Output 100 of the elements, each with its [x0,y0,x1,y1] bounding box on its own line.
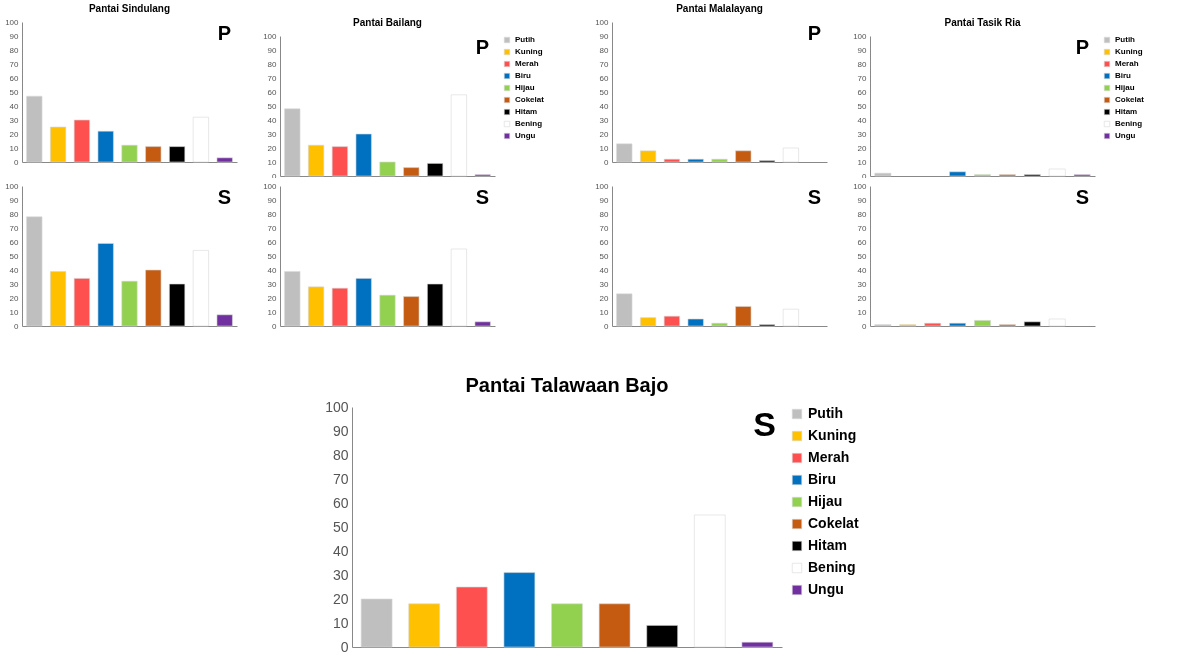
y-tick-label: 0 [272,321,278,331]
legend-label: Ungu [1115,131,1136,140]
y-tick-label: 20 [599,129,610,139]
legend-label: Hijau [1115,83,1135,92]
y-tick-label: 30 [9,279,20,289]
annotation: S [753,405,776,443]
y-tick-label: 40 [599,101,610,111]
legend-label: Bening [1115,119,1143,128]
y-tick-label: 10 [599,143,610,153]
legend-label: Bening [808,559,856,575]
y-tick-label: 40 [332,542,349,559]
bar [308,144,325,177]
y-tick-label: 10 [599,307,610,317]
y-tick-label: 70 [599,59,610,69]
y-tick-label: 100 [853,31,868,41]
annotation: P [807,22,821,44]
legend-label: Ungu [808,581,844,597]
bar [646,625,678,648]
legend-label: Merah [515,59,539,68]
bar [331,146,348,177]
y-tick-label: 0 [14,157,20,167]
y-tick-label: 0 [862,321,868,331]
y-tick-label: 20 [857,293,868,303]
y-tick-label: 80 [9,45,20,55]
y-tick-label: 90 [599,31,610,41]
bar [403,296,420,327]
legend-label: Kuning [515,47,543,56]
y-tick-label: 30 [599,115,610,125]
bar [663,158,680,163]
bar [616,293,633,327]
y-tick-label: 40 [599,265,610,275]
y-tick-label: 60 [267,87,278,97]
y-tick-label: 30 [857,279,868,289]
legend-label: Hitam [515,107,538,116]
y-tick-label: 100 [5,181,20,191]
y-tick-label: 0 [14,321,20,331]
bar [474,321,491,327]
y-tick-label: 90 [267,45,278,55]
y-tick-label: 40 [267,265,278,275]
bar [687,318,704,327]
y-tick-label: 10 [332,614,349,631]
bar [121,144,138,163]
y-tick-label: 30 [267,279,278,289]
bar [782,308,799,327]
y-tick-label: 40 [9,265,20,275]
y-tick-label: 0 [340,638,349,655]
bar [598,603,631,648]
legend-label: Hitam [808,537,847,553]
bar [73,119,90,163]
y-tick-label: 80 [267,59,278,69]
legend-label: Hitam [1115,107,1138,116]
y-tick-label: 90 [857,195,868,205]
y-tick-label: 80 [599,45,610,55]
bar [640,317,657,327]
y-tick-label: 100 [595,17,610,27]
y-tick-label: 50 [332,518,349,535]
legend-label: Merah [808,449,850,465]
bar [360,598,393,648]
bar [169,146,186,163]
legend-label: Putih [1115,35,1136,44]
y-tick-label: 50 [267,251,278,261]
legend-label: Hijau [515,83,535,92]
bar [355,133,372,177]
y-tick-label: 100 [325,398,349,415]
chart-title: Pantai Talawaan Bajo [465,374,669,396]
y-tick-label: 70 [9,59,20,69]
legend-label: Hijau [808,493,843,509]
bar [782,147,799,163]
bar [456,586,488,648]
bar [121,280,138,327]
y-tick-label: 50 [9,87,20,97]
bar [216,157,233,163]
legend-label: Cokelat [515,95,545,104]
y-tick-label: 20 [599,293,610,303]
y-tick-label: 60 [599,73,610,83]
y-tick-label: 40 [857,265,868,275]
legend-label: Cokelat [1115,95,1145,104]
y-tick-label: 20 [267,143,278,153]
legend-label: Biru [515,71,532,80]
y-tick-label: 50 [599,87,610,97]
legend-label: Bening [515,119,543,128]
y-tick-label: 10 [9,307,20,317]
y-tick-label: 80 [857,209,868,219]
y-tick-label: 10 [267,157,278,167]
y-tick-label: 70 [599,223,610,233]
legend-label: Kuning [808,427,857,443]
y-tick-label: 60 [9,73,20,83]
y-tick-label: 50 [267,101,278,111]
y-tick-label: 20 [857,143,868,153]
legend-label: Biru [1115,71,1132,80]
y-tick-label: 50 [9,251,20,261]
y-tick-label: 70 [857,73,868,83]
y-tick-label: 70 [332,470,349,487]
bar [308,286,325,327]
annotation: S [475,186,489,208]
bar [503,572,536,648]
y-tick-label: 70 [267,73,278,83]
bar [26,95,43,163]
bar [379,161,396,177]
legend-label: Ungu [515,131,536,140]
